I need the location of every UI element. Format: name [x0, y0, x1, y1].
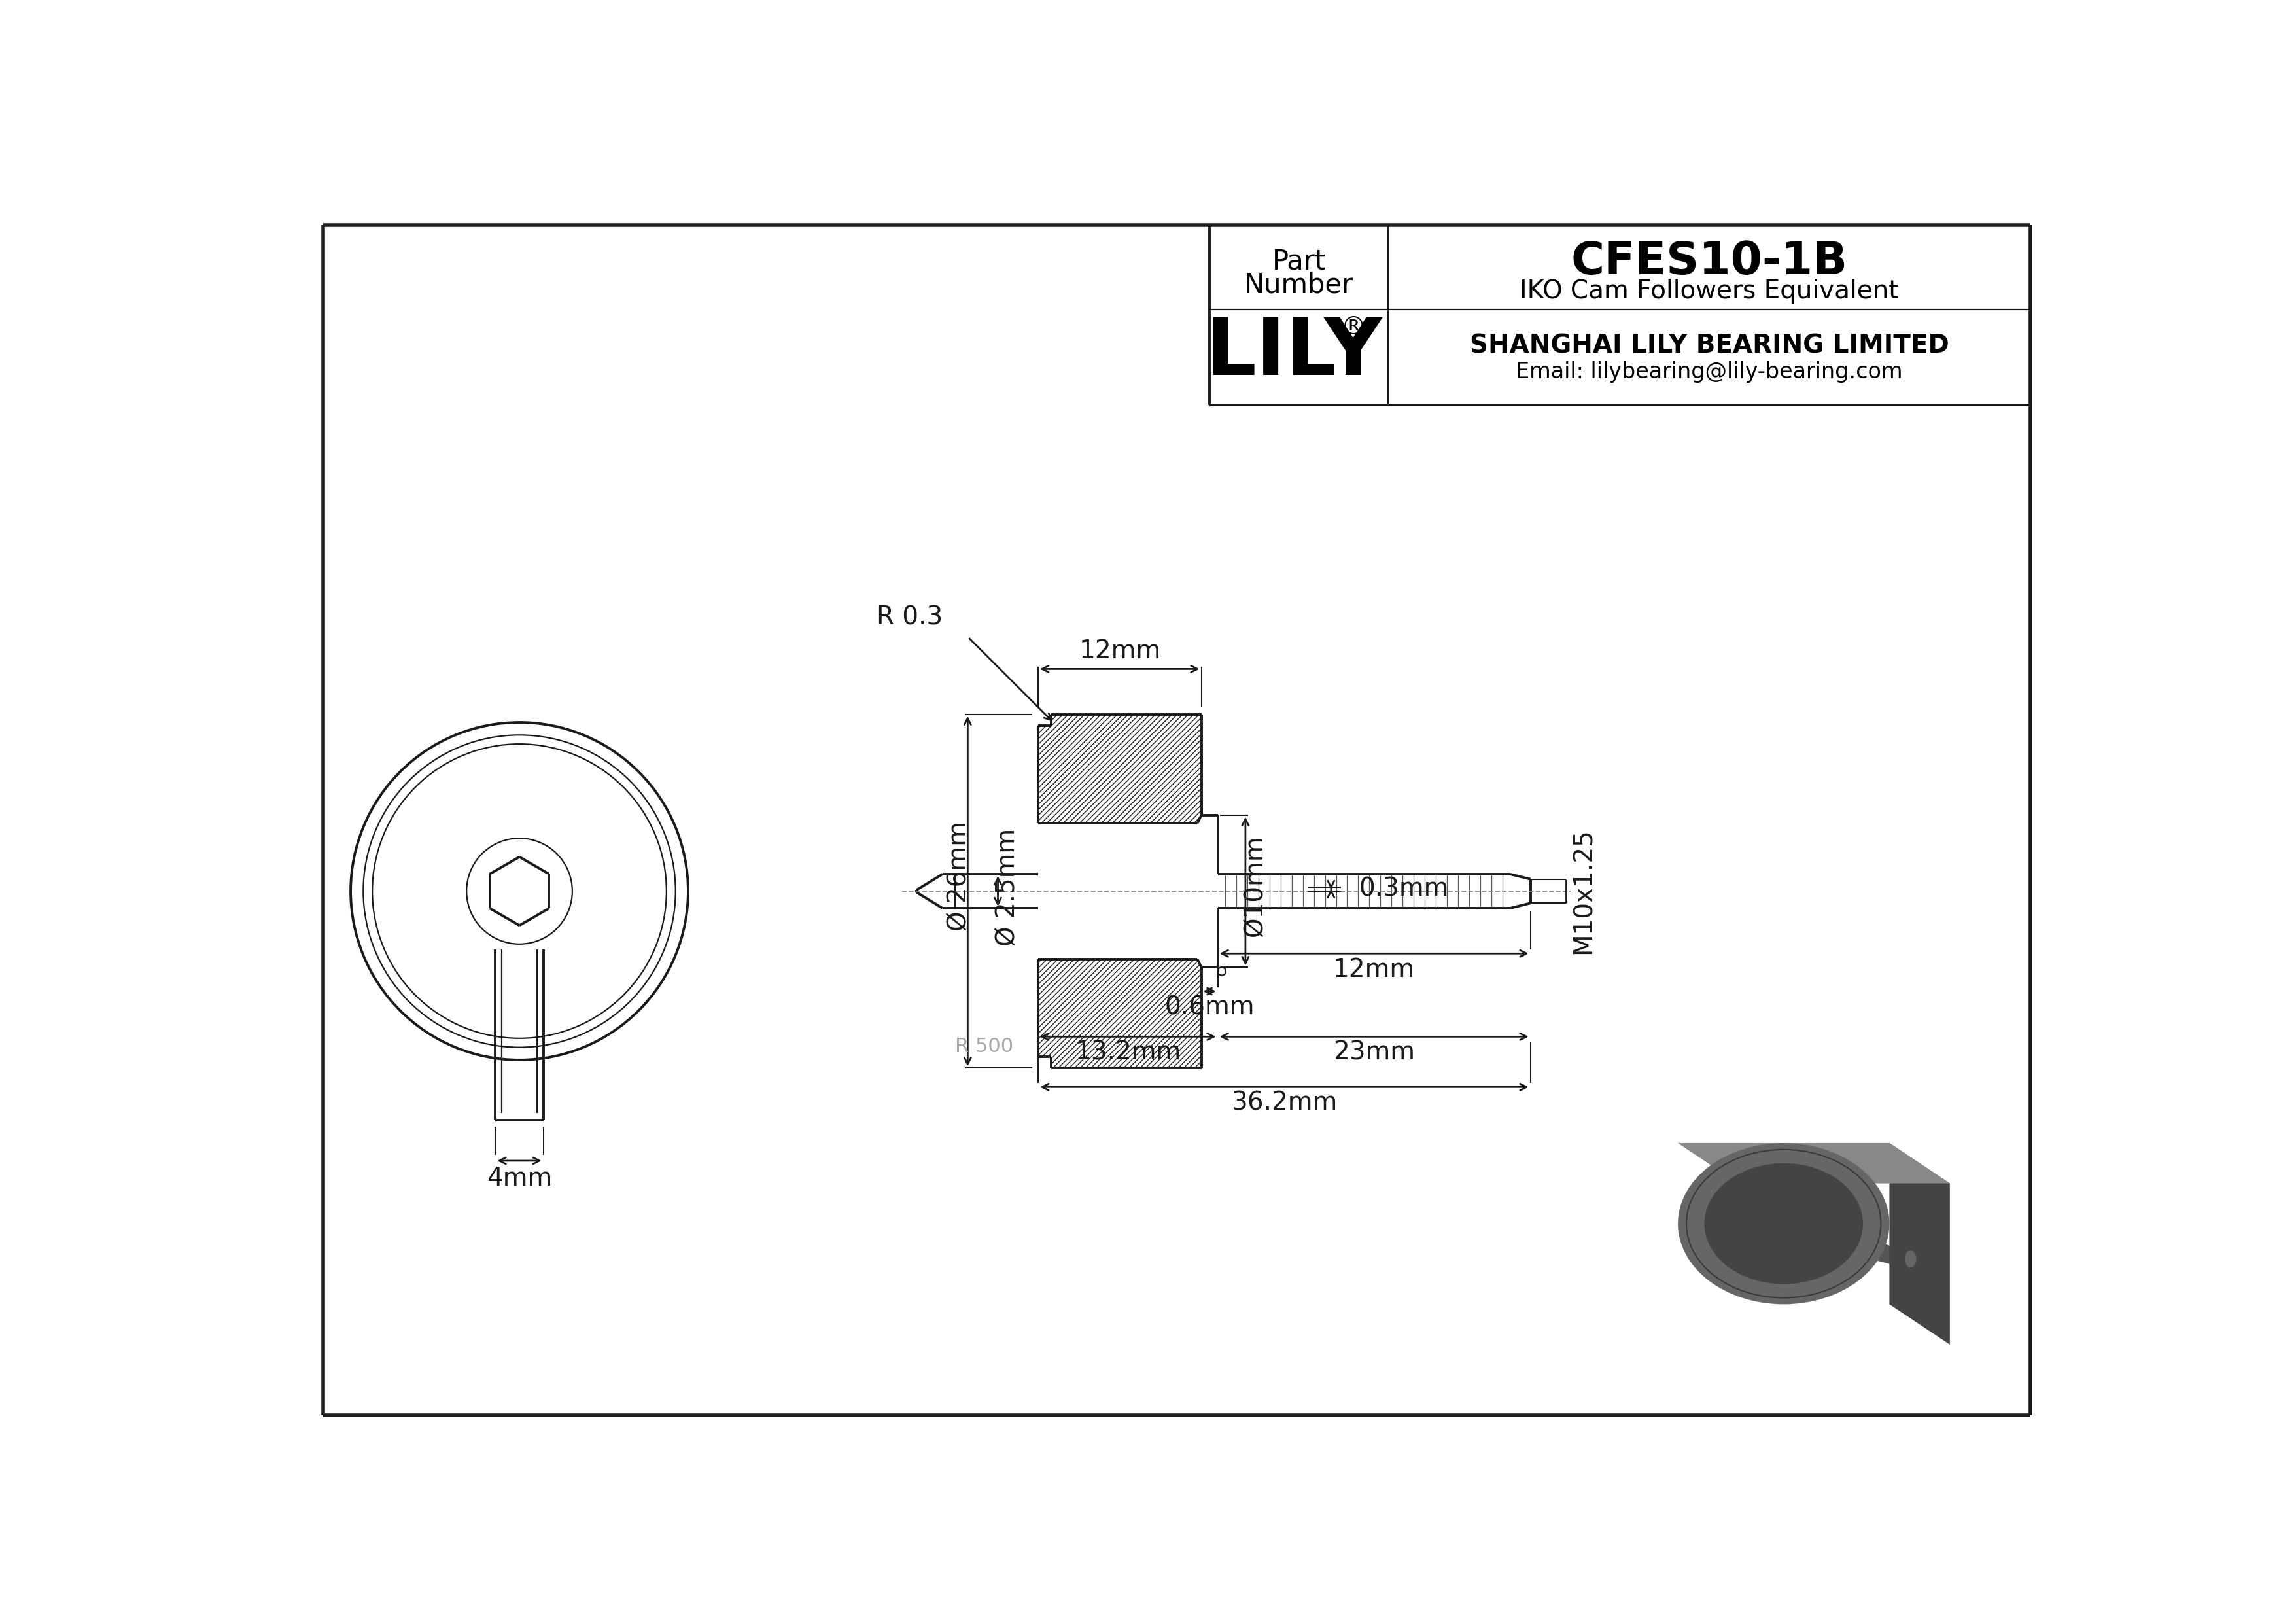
Polygon shape: [1890, 1143, 1949, 1345]
Text: 36.2mm: 36.2mm: [1231, 1091, 1336, 1116]
Polygon shape: [1038, 715, 1201, 823]
Text: 23mm: 23mm: [1334, 1041, 1414, 1065]
Ellipse shape: [1906, 1250, 1917, 1267]
Text: SHANGHAI LILY BEARING LIMITED: SHANGHAI LILY BEARING LIMITED: [1469, 333, 1949, 359]
Text: M10x1.25: M10x1.25: [1570, 828, 1596, 955]
Polygon shape: [1038, 960, 1201, 1069]
Text: 4mm: 4mm: [487, 1166, 551, 1190]
Text: Ø 2.5mm: Ø 2.5mm: [994, 828, 1019, 947]
Text: R 0.3: R 0.3: [877, 604, 944, 630]
Ellipse shape: [1704, 1163, 1862, 1285]
Ellipse shape: [1678, 1143, 1890, 1304]
Polygon shape: [1789, 1210, 1910, 1267]
Text: ®: ®: [1341, 315, 1366, 339]
Text: CFES10-1B: CFES10-1B: [1570, 239, 1848, 283]
Text: R 500: R 500: [955, 1038, 1013, 1056]
Text: Number: Number: [1244, 271, 1355, 299]
Text: 12mm: 12mm: [1079, 638, 1162, 664]
Text: Ø 26mm: Ø 26mm: [946, 822, 971, 931]
Ellipse shape: [1768, 1213, 1798, 1234]
Text: 13.2mm: 13.2mm: [1075, 1041, 1180, 1065]
Polygon shape: [1678, 1143, 1949, 1184]
Text: Part: Part: [1272, 247, 1325, 274]
Text: IKO Cam Followers Equivalent: IKO Cam Followers Equivalent: [1520, 279, 1899, 304]
Text: Email: lilybearing@lily-bearing.com: Email: lilybearing@lily-bearing.com: [1515, 362, 1903, 383]
Text: 0.6mm: 0.6mm: [1164, 996, 1254, 1020]
Text: Ø10mm: Ø10mm: [1242, 835, 1267, 937]
Text: LILY: LILY: [1205, 315, 1382, 391]
Text: 0.3mm: 0.3mm: [1359, 877, 1449, 901]
Text: 12mm: 12mm: [1334, 957, 1414, 983]
